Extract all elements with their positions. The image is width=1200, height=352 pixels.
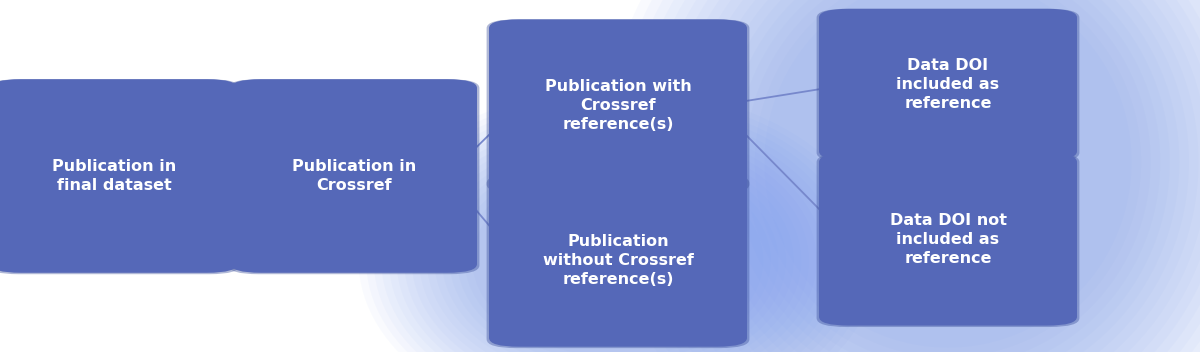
FancyBboxPatch shape [817,9,1080,162]
FancyBboxPatch shape [490,174,748,347]
Text: Publication with
Crossref
reference(s): Publication with Crossref reference(s) [545,79,691,132]
Text: Publication
without Crossref
reference(s): Publication without Crossref reference(s… [542,234,694,287]
FancyBboxPatch shape [818,9,1078,160]
FancyBboxPatch shape [230,79,476,273]
FancyBboxPatch shape [0,79,240,274]
Text: Publication in
Crossref: Publication in Crossref [292,159,416,193]
FancyBboxPatch shape [487,19,750,193]
FancyBboxPatch shape [490,19,748,192]
FancyBboxPatch shape [228,79,480,274]
Text: Publication in
final dataset: Publication in final dataset [52,159,176,193]
FancyBboxPatch shape [0,79,238,273]
FancyBboxPatch shape [818,153,1078,326]
FancyBboxPatch shape [817,153,1080,327]
FancyBboxPatch shape [487,174,750,348]
Text: Data DOI
included as
reference: Data DOI included as reference [896,58,1000,111]
Text: Data DOI not
included as
reference: Data DOI not included as reference [889,213,1007,266]
